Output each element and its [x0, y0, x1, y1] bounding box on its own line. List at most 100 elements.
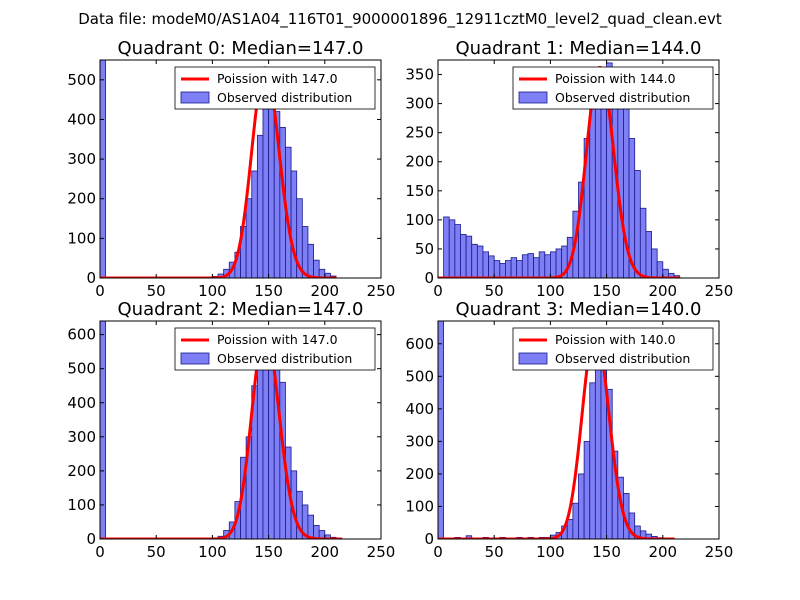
x-tick-label: 150: [592, 543, 621, 561]
quadrant-3-chart: Quadrant 3: Median=140.0 0 50 100 150 200 250 0…: [405, 299, 733, 561]
y-tick-label: 0: [424, 530, 434, 548]
histogram-bar: [100, 60, 107, 278]
histogram-bar: [651, 248, 658, 278]
figure-title: Data file: modeM0/AS1A04_116T01_90000018…: [78, 10, 722, 29]
y-tick-label: 200: [405, 465, 434, 483]
histogram-bar: [521, 254, 529, 278]
histogram-bar: [555, 248, 563, 278]
x-tick-label: 100: [198, 282, 227, 300]
histogram-bar: [617, 85, 624, 278]
legend: Poission with 147.0 Observed distribution: [174, 66, 376, 110]
quadrant-3-title: Quadrant 3: Median=140.0: [456, 299, 702, 320]
legend-poisson-label: Poission with 144.0: [555, 71, 676, 86]
legend-observed-label: Observed distribution: [555, 351, 690, 366]
legend-bar-swatch: [180, 91, 210, 104]
histogram-bar: [448, 219, 456, 278]
histogram-bar: [454, 224, 461, 278]
y-tick-label: 0: [424, 269, 434, 287]
x-tick-label: 100: [536, 543, 565, 561]
y-tick-label: 500: [67, 360, 96, 378]
legend-bar-swatch: [518, 91, 548, 104]
x-tick-label: 0: [433, 282, 443, 300]
histogram-bar: [251, 170, 258, 278]
subplot-grid: Quadrant 0: Median=147.0 0 50 100 150 200 250 0…: [67, 38, 733, 561]
x-tick-label: 200: [648, 543, 677, 561]
y-tick-label: 200: [405, 153, 434, 171]
y-tick-label: 100: [67, 496, 96, 514]
x-tick-label: 150: [254, 282, 283, 300]
axes-frame: [99, 59, 382, 279]
y-tick-label: 0: [86, 530, 96, 548]
histogram-bar: [533, 257, 540, 278]
legend-observed-label: Observed distribution: [217, 351, 352, 366]
histogram-bar: [594, 343, 602, 539]
legend: Poission with 140.0 Observed distribution: [512, 327, 714, 371]
histogram-bar: [566, 519, 574, 539]
quadrant-0-title: Quadrant 0: Median=147.0: [118, 38, 364, 59]
y-tick-label: 300: [405, 95, 434, 113]
histogram-bar: [572, 502, 579, 539]
legend-observed-label: Observed distribution: [217, 90, 352, 105]
histogram-bar: [465, 235, 473, 278]
legend-bar-swatch: [518, 352, 548, 365]
quadrant-2-chart: Quadrant 2: Median=147.0 0 50 100 150 200 250 0…: [67, 299, 395, 561]
y-tick-label: 400: [405, 400, 434, 418]
histogram-bar: [268, 95, 275, 278]
histogram-bar: [499, 263, 506, 278]
legend-poisson-label: Poission with 140.0: [555, 332, 676, 347]
legend-bar-swatch: [180, 352, 210, 365]
histogram-bar: [510, 257, 518, 278]
x-tick-label: 200: [310, 282, 339, 300]
y-tick-label: 350: [405, 66, 434, 84]
x-tick-label: 50: [147, 282, 166, 300]
y-tick-label: 150: [405, 182, 434, 200]
histogram-bar: [583, 440, 591, 539]
histogram-bar: [100, 321, 107, 539]
histogram-bar: [639, 207, 647, 278]
quadrant-0-chart: Quadrant 0: Median=147.0 0 50 100 150 200 250 0…: [67, 38, 395, 300]
x-tick-label: 50: [485, 543, 504, 561]
poisson-curve: [438, 329, 675, 539]
quadrant-1-title: Quadrant 1: Median=144.0: [456, 38, 702, 59]
quadrant-2-title: Quadrant 2: Median=147.0: [118, 299, 364, 320]
x-tick-label: 50: [485, 282, 504, 300]
y-tick-label: 200: [67, 190, 96, 208]
x-tick-label: 0: [433, 543, 443, 561]
y-tick-label: 400: [67, 394, 96, 412]
y-tick-label: 500: [67, 71, 96, 89]
x-tick-label: 50: [147, 543, 166, 561]
y-tick-label: 300: [67, 428, 96, 446]
histogram-bar: [256, 134, 264, 278]
x-tick-label: 100: [536, 282, 565, 300]
x-tick-label: 250: [705, 543, 734, 561]
axes-frame: [437, 320, 720, 540]
histogram-bar: [307, 243, 314, 278]
histogram-bar: [438, 321, 445, 539]
histogram-bar: [538, 251, 546, 278]
histogram-bar: [488, 255, 495, 278]
y-tick-label: 600: [67, 326, 96, 344]
histogram-bar: [516, 260, 523, 278]
histogram-bar: [594, 85, 602, 278]
axes-frame: [99, 320, 382, 540]
y-tick-label: 0: [86, 269, 96, 287]
legend-observed-label: Observed distribution: [555, 90, 690, 105]
histogram-bar: [313, 259, 320, 278]
x-tick-label: 200: [310, 543, 339, 561]
y-tick-label: 100: [405, 497, 434, 515]
y-tick-label: 300: [405, 432, 434, 450]
axes-frame: [437, 59, 720, 279]
poisson-curve: [100, 329, 343, 539]
histogram-bar: [544, 254, 551, 278]
histogram-bar: [493, 260, 501, 278]
histogram-bar: [443, 216, 450, 278]
y-tick-label: 200: [67, 462, 96, 480]
x-tick-label: 250: [705, 282, 734, 300]
histogram-bar: [527, 253, 534, 278]
x-tick-label: 100: [198, 543, 227, 561]
histogram-bar: [482, 251, 489, 278]
legend: Poission with 147.0 Observed distribution: [174, 327, 376, 371]
histogram-bar: [578, 473, 585, 539]
histogram-bar: [505, 260, 512, 278]
